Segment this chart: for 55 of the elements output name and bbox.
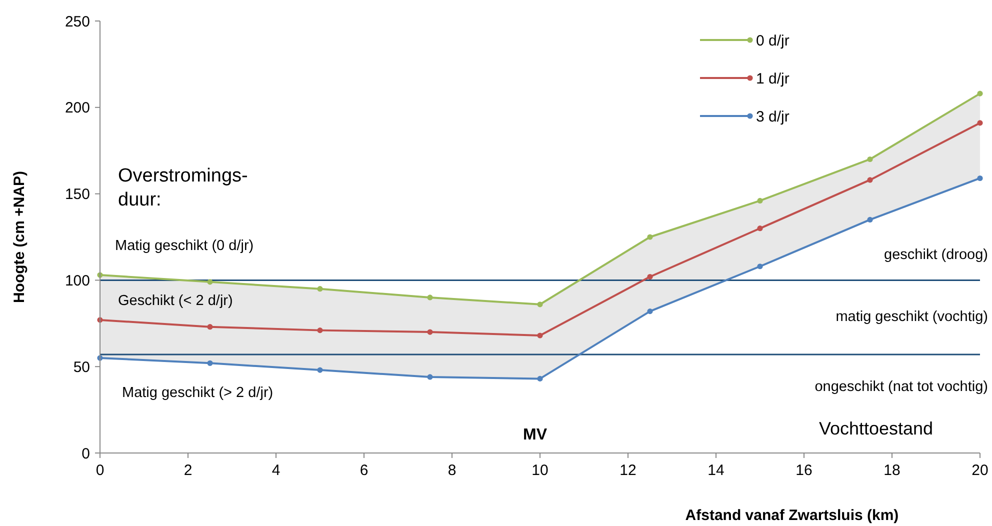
- point: [867, 177, 873, 183]
- annotation: Overstromings- duur:: [118, 166, 248, 210]
- legend-label: 1 d/jr: [756, 70, 790, 88]
- annotation: ongeschikt (nat tot vochtig): [814, 379, 988, 396]
- y-tick-label: 50: [73, 358, 90, 376]
- legend-label: 3 d/jr: [756, 108, 790, 126]
- x-tick-label: 10: [532, 462, 548, 479]
- x-tick-label: 6: [360, 462, 368, 479]
- point: [317, 367, 323, 373]
- point: [647, 234, 653, 240]
- x-tick-label: 8: [448, 462, 456, 479]
- point: [647, 308, 653, 314]
- point: [977, 90, 983, 96]
- y-axis-title: Hoogte (cm +NAP): [11, 170, 28, 304]
- x-tick-label: 16: [796, 462, 812, 479]
- point: [757, 226, 763, 232]
- annotation: Matig geschikt (> 2 d/jr): [122, 385, 274, 402]
- x-tick-label: 12: [620, 462, 636, 479]
- point: [207, 279, 213, 285]
- x-axis-title: Afstand vanaf Zwartsluis (km): [685, 507, 899, 524]
- point: [867, 216, 873, 223]
- point: [427, 294, 433, 300]
- point: [867, 156, 873, 162]
- point: [207, 324, 213, 330]
- y-tick-label: 0: [82, 445, 90, 462]
- point: [427, 329, 433, 335]
- point: [537, 376, 543, 382]
- point: [537, 302, 543, 308]
- annotation: Vochttoestand: [818, 418, 934, 438]
- x-tick-label: 14: [708, 462, 724, 479]
- point: [757, 198, 763, 204]
- x-tick-label: 18: [884, 462, 900, 479]
- point: [757, 264, 763, 270]
- x-tick-label: 2: [184, 462, 192, 479]
- legend-label: 0 d/jr: [756, 32, 790, 50]
- point: [427, 374, 433, 380]
- point: [537, 332, 543, 338]
- y-tick-label: 200: [64, 100, 90, 117]
- annotation: matig geschikt (vochtig): [836, 309, 988, 326]
- point: [647, 274, 653, 280]
- x-tick-label: 4: [272, 462, 280, 479]
- point: [317, 286, 323, 292]
- annotation: geschikt (droog): [884, 247, 988, 264]
- y-tick-label: 100: [64, 272, 90, 290]
- y-tick-label: 150: [64, 186, 90, 204]
- x-tick-label: 20: [972, 462, 988, 479]
- point: [317, 328, 323, 334]
- annotation: MV: [523, 426, 548, 444]
- annotation: Matig geschikt (0 d/jr): [115, 238, 254, 254]
- point: [977, 175, 983, 182]
- x-tick-label: 0: [96, 462, 104, 479]
- point: [207, 360, 213, 366]
- annotation: Geschikt (< 2 d/jr): [118, 293, 233, 310]
- y-tick-label: 250: [64, 13, 90, 30]
- point: [977, 120, 983, 126]
